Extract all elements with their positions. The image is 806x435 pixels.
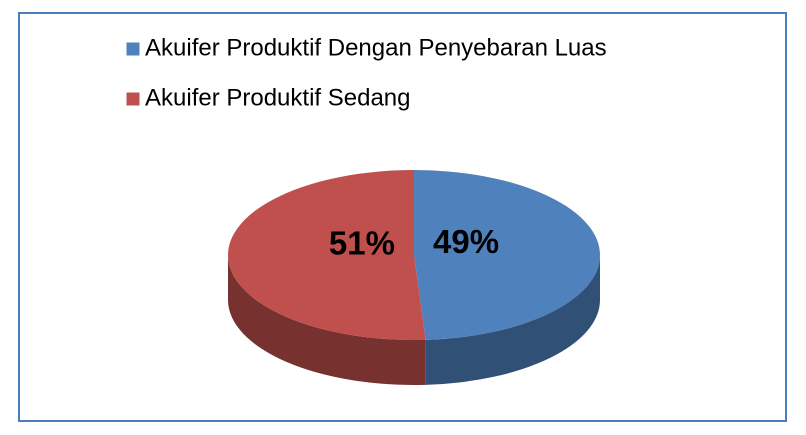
data-label: 51% (329, 224, 395, 261)
pie-slice (414, 170, 601, 340)
legend-text: Akuifer Produktif Dengan Penyebaran Luas (145, 34, 607, 61)
pie-side (228, 255, 426, 385)
legend-text: Akuifer Produktif Sedang (145, 84, 411, 111)
pie-slice (228, 170, 426, 340)
data-label: 49% (433, 223, 499, 260)
pie-side (425, 255, 600, 385)
legend-swatch (125, 41, 141, 57)
legend-swatch (125, 91, 141, 107)
